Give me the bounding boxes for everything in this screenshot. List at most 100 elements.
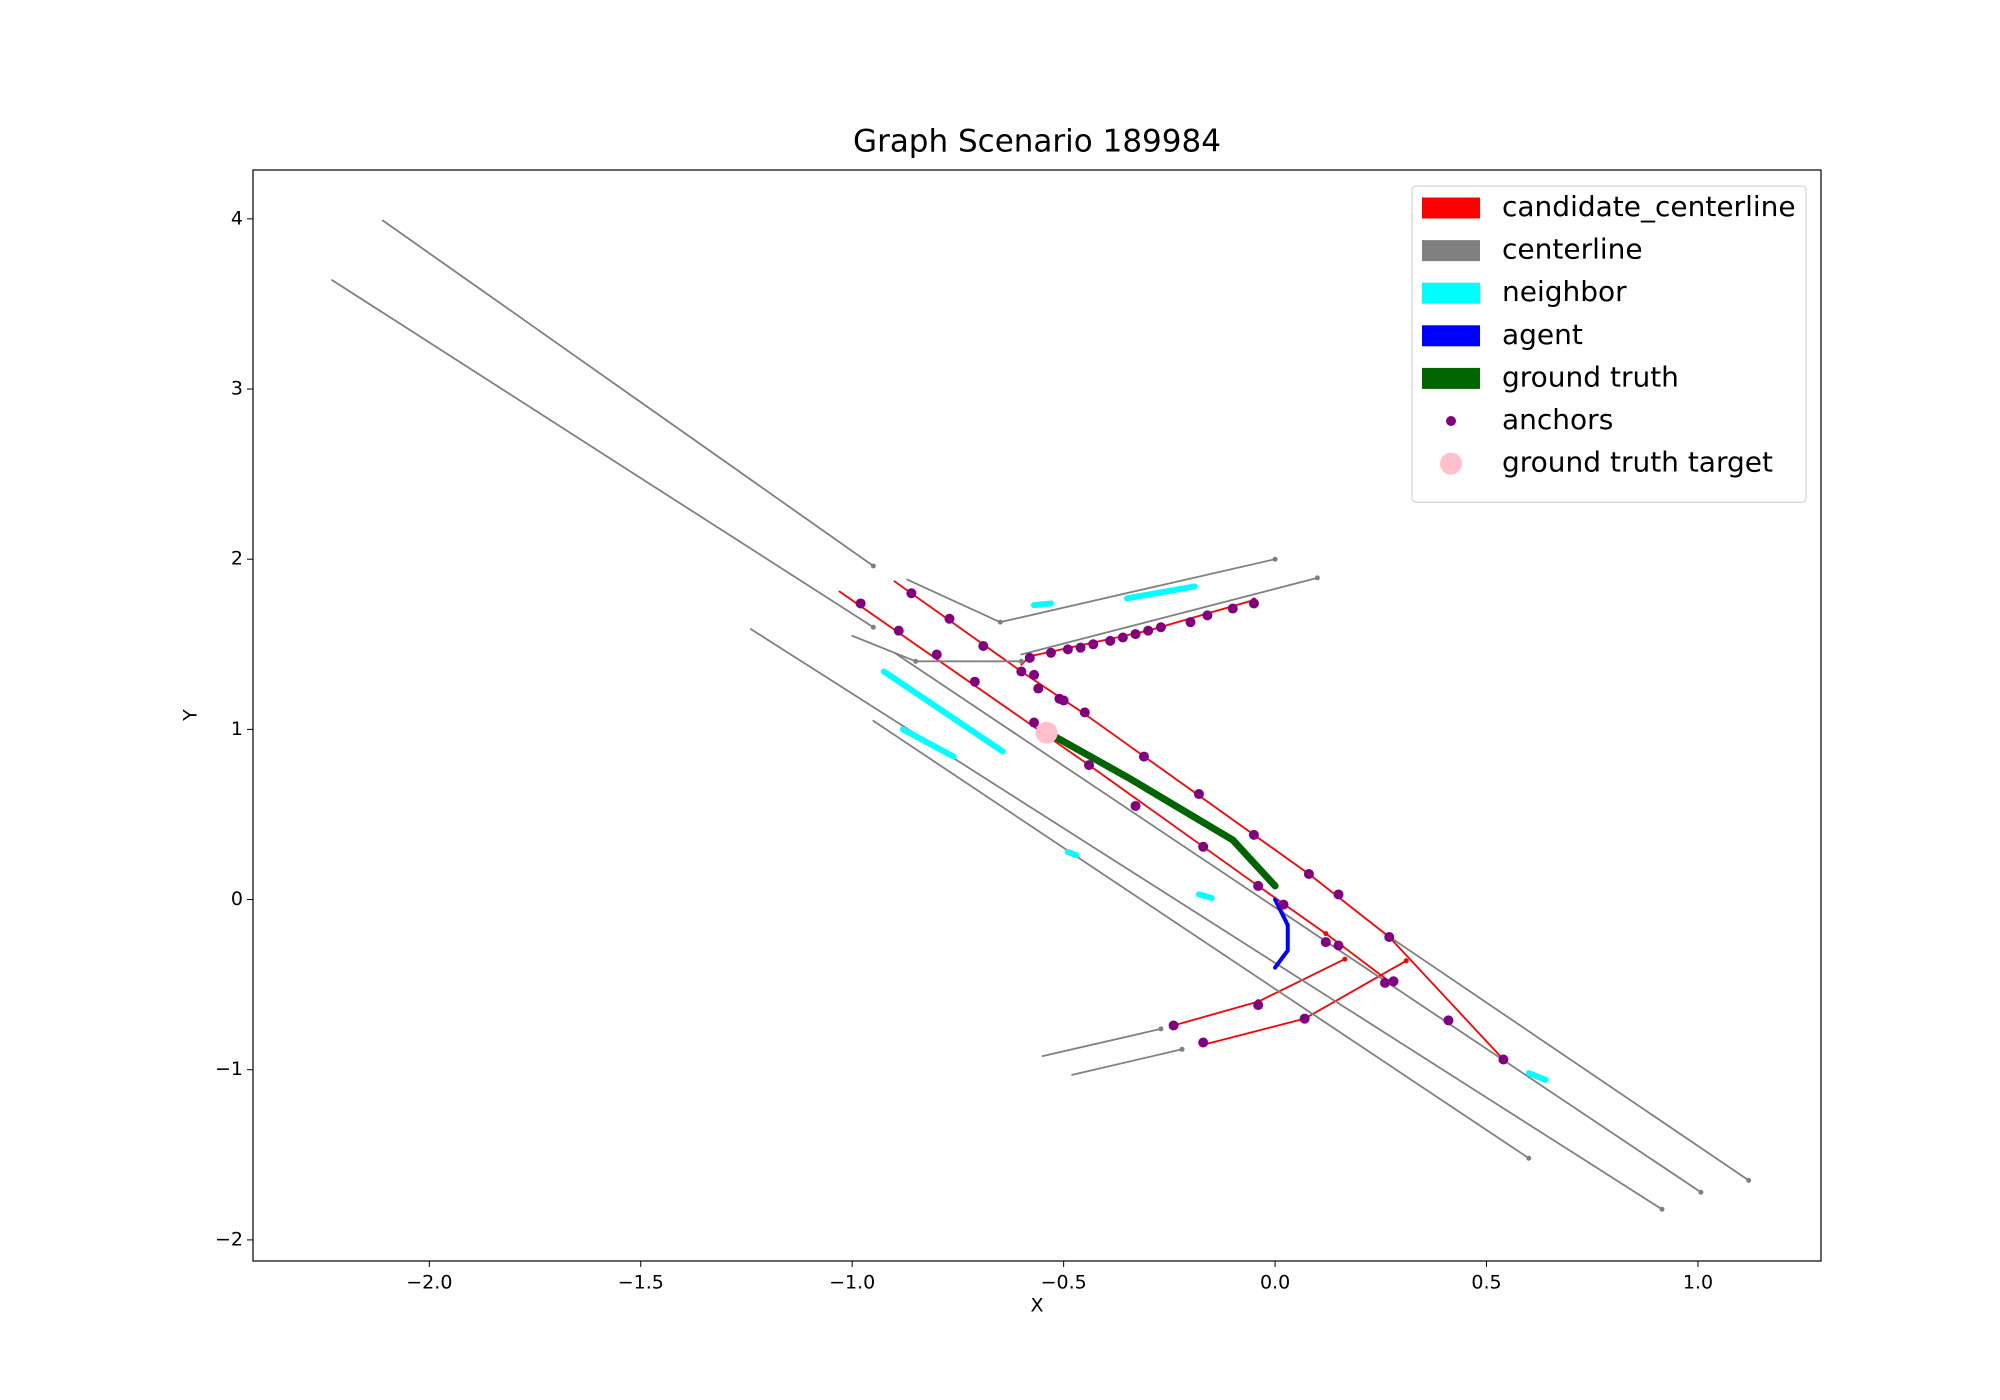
polyline [838,590,1395,986]
scatter-point [1075,642,1086,653]
vertex [1323,931,1329,937]
scatter-point [1202,610,1213,621]
polyline [893,651,1702,1194]
y-tick-label: −2 [215,1228,243,1250]
scatter-point [893,625,904,636]
legend-marker [1440,452,1462,475]
legend-patch [1422,325,1480,347]
y-tick-label: 1 [231,718,243,740]
polyline [899,726,957,760]
y-axis-label: Y [180,709,202,722]
y-tick-label: 4 [231,207,243,229]
x-axis-label: X [1030,1295,1043,1317]
vertex [1158,1026,1164,1032]
scatter-point [1248,598,1259,609]
scatter-point [1443,1015,1454,1026]
scatter-point [1320,937,1331,948]
scatter-point [1143,625,1154,636]
scatter-point [1299,1013,1310,1024]
scatter-point [1035,721,1058,744]
scatter-point [1253,880,1264,891]
legend-patch [1422,282,1480,304]
scatter-point [1388,976,1399,987]
polyline [1204,959,1408,1046]
scatter-point [1062,644,1073,655]
polyline [381,219,875,567]
scatter-point [1138,751,1149,762]
polyline [749,628,1663,1211]
scatter-point [931,649,942,660]
scatter-point [1117,632,1128,643]
scatter-point [1016,666,1027,677]
legend-label: agent [1502,318,1583,351]
scatter-point [1029,669,1040,680]
polyline [1273,897,1290,970]
polyline [1041,1027,1162,1058]
vertex [1698,1189,1704,1195]
scatter-point [1278,899,1289,910]
vertex [1314,575,1320,581]
x-tick-label: 1.0 [1683,1272,1713,1294]
scatter-point [1380,977,1391,988]
scatter-point [855,598,866,609]
vertex [1018,658,1024,664]
polyline [880,668,1006,755]
legend-box [1411,185,1807,503]
scatter-point [1084,760,1095,771]
x-tick-label: −0.5 [1041,1272,1087,1294]
vertex [870,563,876,569]
polyline [1047,730,1279,890]
y-tick-label: −1 [215,1058,243,1080]
vertex [1342,956,1348,962]
scatter-point [1227,603,1238,614]
scatter-point [1155,622,1166,633]
polyline [1064,848,1080,859]
legend-label: neighbor [1502,275,1627,308]
polyline [1071,1048,1183,1076]
scatter-point [1058,695,1069,706]
legend-label: ground truth target [1502,446,1773,479]
scatter-point [1384,931,1395,942]
y-tick-label: 2 [231,548,243,570]
scatter-point [1130,800,1141,811]
chart-title: Graph Scenario 189984 [853,124,1221,160]
scatter-point [1105,635,1116,646]
vertex [870,624,876,630]
scatter-point [1303,869,1314,880]
scatter-point [1248,829,1259,840]
polyline [1020,577,1319,656]
vertex [997,619,1003,625]
x-tick-label: −1.0 [829,1272,875,1294]
scatter-point [1185,617,1196,628]
x-tick-label: 0.0 [1260,1272,1290,1294]
scatter-point [1198,841,1209,852]
scatter-point [1168,1020,1179,1031]
scatter-point [1029,717,1040,728]
plot-frame [252,169,1822,1262]
scatter-point [944,613,955,624]
scatter-point [1033,683,1044,694]
scatter-point [1045,647,1056,658]
x-tick-label: −2.0 [406,1272,452,1294]
x-tick-label: −1.5 [618,1272,664,1294]
polyline [1031,600,1054,609]
scatter-point [1079,707,1090,718]
legend-marker [1446,416,1456,426]
polyline [1386,934,1750,1182]
scatter-point [1498,1054,1509,1065]
polyline [1195,891,1215,901]
scatter-point [1253,1000,1264,1011]
vertex [1272,556,1278,562]
scatter-point [1193,789,1204,800]
plot-area [331,219,1752,1212]
scatter-point [1130,629,1141,640]
vertex [1526,1155,1532,1161]
legend-label: centerline [1502,233,1643,266]
y-tick-label: 0 [231,888,243,910]
scatter-point [1024,652,1035,663]
scatter-point [906,588,917,599]
legend-label: candidate_centerline [1502,190,1796,223]
scatter-point [1333,889,1344,900]
